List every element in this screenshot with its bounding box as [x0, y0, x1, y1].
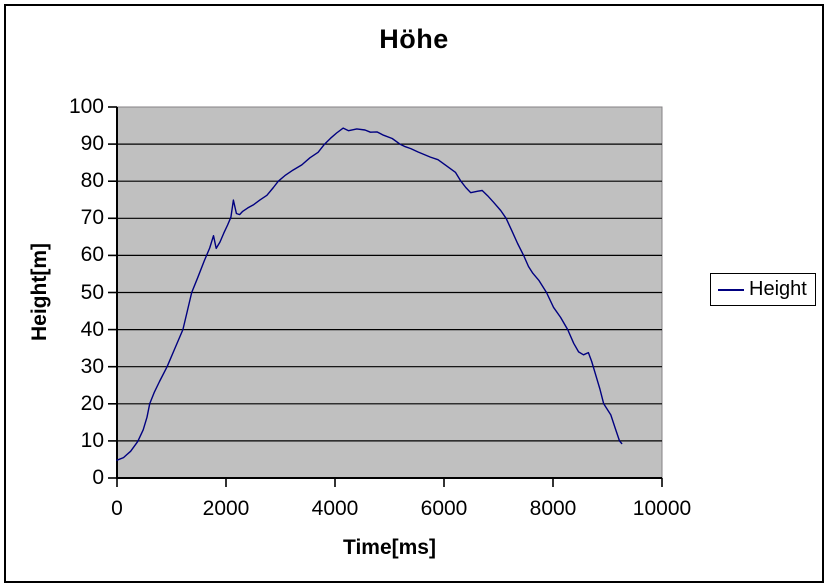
y-tick-label: 60: [80, 243, 104, 267]
legend: Height: [710, 273, 816, 306]
legend-label: Height: [749, 278, 807, 300]
x-tick-label: 6000: [420, 497, 468, 520]
y-tick-label: 50: [80, 280, 104, 304]
y-tick-label: 100: [68, 95, 104, 118]
x-tick-label: 2000: [202, 497, 250, 520]
x-tick-label: 4000: [311, 497, 359, 520]
y-tick-label: 70: [80, 206, 104, 230]
x-tick-label: 8000: [529, 497, 577, 520]
y-tick-label: 10: [80, 428, 104, 452]
x-tick-label: 10000: [632, 497, 692, 520]
y-tick-label: 30: [80, 354, 104, 378]
chart-title: Höhe: [379, 24, 449, 54]
x-axis-title: Time[ms]: [343, 536, 436, 559]
legend-series-line-icon: [718, 288, 744, 291]
y-tick-label: 80: [80, 169, 104, 193]
x-tick-label: 0: [111, 497, 123, 520]
y-tick-label: 20: [80, 391, 104, 415]
y-tick-label: 40: [80, 317, 104, 341]
y-tick-label: 0: [92, 466, 104, 489]
y-tick-label: 90: [80, 132, 104, 156]
height-series-line: [116, 127, 623, 461]
